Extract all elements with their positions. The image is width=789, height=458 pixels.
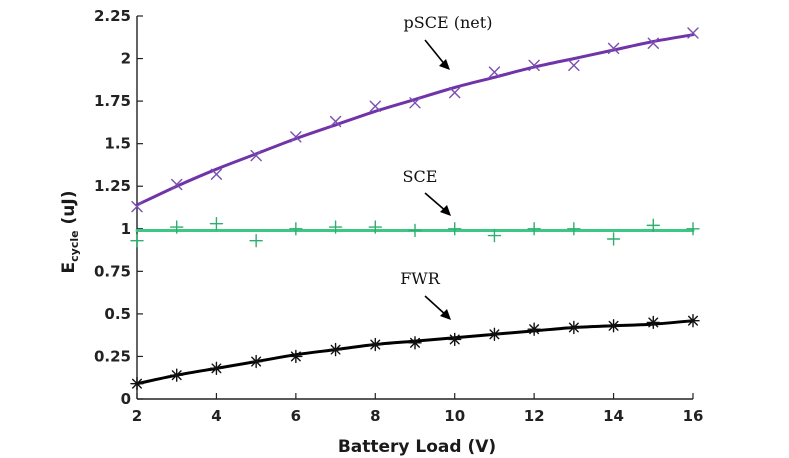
y-tick-label: 0 xyxy=(121,390,131,408)
y-tick-label: 1.75 xyxy=(94,92,131,110)
series-labels: pSCE (net) SCE FWR xyxy=(400,13,492,320)
x-tick-label: 10 xyxy=(444,407,465,425)
psce-net-point xyxy=(647,37,659,49)
psce-net-point xyxy=(607,42,620,55)
psce-net-point xyxy=(131,200,143,213)
psce-net-point xyxy=(250,149,262,162)
sce-label: SCE xyxy=(403,167,438,186)
fwr-point xyxy=(249,354,263,369)
psce-net-point xyxy=(449,86,461,99)
fwr-point xyxy=(170,368,184,382)
x-tick-label: 14 xyxy=(603,407,624,425)
sce-point xyxy=(606,232,621,246)
fwr-point xyxy=(448,332,462,347)
psce-net-point xyxy=(210,168,223,181)
y-tick-label: 0.75 xyxy=(94,262,131,280)
x-tick-label: 6 xyxy=(291,407,301,425)
psce-net-arrow xyxy=(424,39,447,67)
sce-point xyxy=(328,220,343,234)
x-tick-label: 2 xyxy=(132,407,142,425)
y-axis-title: Ecycle (uJ) xyxy=(59,191,81,274)
fwr-point xyxy=(289,349,303,364)
fwr-arrowhead xyxy=(440,309,451,320)
psce-net-point xyxy=(568,59,580,72)
sce-point xyxy=(408,223,422,238)
y-axis-title-unit: (uJ) xyxy=(59,191,79,231)
sce-point xyxy=(289,222,303,236)
fwr-point xyxy=(368,337,382,352)
y-tick-label: 2.25 xyxy=(94,7,131,25)
fit-lines xyxy=(135,33,695,386)
fwr-point xyxy=(686,313,700,328)
psce-net-point xyxy=(171,178,183,191)
sce-point xyxy=(249,233,263,248)
psce-net-point xyxy=(687,27,699,39)
data-markers xyxy=(130,27,700,391)
y-tick-label: 2 xyxy=(121,50,131,68)
psce-net-label: pSCE (net) xyxy=(404,13,493,32)
psce-net-point xyxy=(528,59,540,72)
y-tick-label: 1.5 xyxy=(104,135,131,153)
sce-point xyxy=(130,233,144,248)
psce-net-point xyxy=(409,97,421,109)
x-axis-title: Battery Load (V) xyxy=(338,437,496,457)
psce-net-point xyxy=(369,100,381,112)
fwr-point xyxy=(567,320,581,335)
sce-point xyxy=(527,222,541,236)
x-tick-label: 8 xyxy=(370,407,380,425)
fwr-point xyxy=(646,315,660,330)
fwr-point xyxy=(606,319,621,333)
fwr-label: FWR xyxy=(400,269,441,288)
sce-point xyxy=(170,220,184,234)
fwr-point xyxy=(527,322,541,336)
x-tick-label: 16 xyxy=(683,407,704,425)
x-tick-label: 4 xyxy=(211,407,221,425)
sce-point xyxy=(686,222,700,236)
sce-point xyxy=(646,218,660,233)
psce-net-arrowhead xyxy=(439,59,450,70)
y-tick-label: 1 xyxy=(121,220,131,238)
fwr-point xyxy=(130,376,144,391)
sce-point xyxy=(487,228,502,243)
y-tick-label: 0.5 xyxy=(104,305,131,323)
axes: 0 0.25 0.5 0.75 1 1.25 1.5 1.75 2 2.25 2 4 6 8 10 12 14 1… xyxy=(94,7,703,425)
psce-net-point xyxy=(290,131,302,143)
fwr-point xyxy=(209,361,224,376)
y-tick-label: 0.25 xyxy=(94,347,131,365)
sce-point xyxy=(368,220,382,234)
psce-net-fit-line xyxy=(135,33,695,207)
fwr-point xyxy=(408,336,422,350)
sce-arrowhead xyxy=(440,205,451,216)
psce-net-point xyxy=(488,66,501,78)
psce-net-point xyxy=(329,115,342,128)
fwr-point xyxy=(487,327,502,342)
sce-point xyxy=(567,222,581,236)
sce-point xyxy=(448,222,462,236)
y-tick-label: 1.25 xyxy=(94,177,131,195)
sce-point xyxy=(209,216,224,231)
x-tick-label: 12 xyxy=(524,407,545,425)
fwr-point xyxy=(328,342,343,357)
y-axis-title-subscript: cycle xyxy=(68,230,81,261)
y-axis-title-main: E xyxy=(59,262,79,274)
